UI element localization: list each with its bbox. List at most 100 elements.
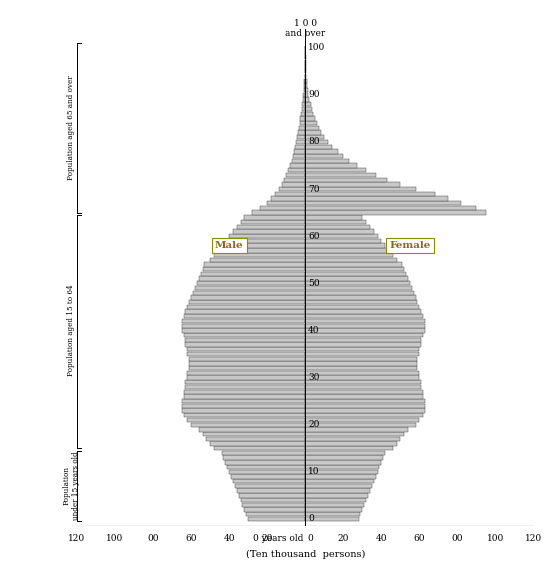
Bar	[210, 442, 305, 446]
Bar	[202, 267, 305, 271]
Bar	[305, 512, 360, 516]
Bar	[248, 517, 305, 521]
Bar	[294, 149, 305, 154]
Text: 120: 120	[68, 534, 86, 543]
Bar	[184, 390, 305, 394]
Bar	[182, 324, 305, 328]
Bar	[303, 98, 305, 102]
Bar	[305, 493, 368, 498]
Bar	[305, 168, 366, 172]
Bar	[305, 234, 377, 238]
Bar	[229, 234, 305, 238]
Bar	[184, 314, 305, 318]
Text: Population aged 65 and over: Population aged 65 and over	[67, 76, 75, 180]
Bar	[305, 432, 404, 436]
Bar	[305, 197, 448, 201]
Bar	[305, 295, 416, 299]
Text: 20: 20	[261, 534, 273, 543]
Bar	[240, 220, 305, 224]
Bar	[305, 380, 421, 384]
Bar	[305, 144, 332, 149]
Bar	[233, 229, 305, 234]
Bar	[305, 319, 425, 323]
Bar	[305, 342, 421, 347]
Bar	[185, 338, 305, 342]
Bar	[305, 192, 434, 196]
Bar	[305, 98, 310, 102]
Text: Male: Male	[215, 241, 244, 250]
Bar	[305, 324, 425, 328]
Bar	[205, 262, 305, 266]
Bar	[218, 248, 305, 253]
Bar	[305, 83, 307, 88]
Bar	[305, 281, 410, 286]
Bar	[305, 69, 306, 73]
Text: 20: 20	[308, 420, 320, 429]
Bar	[305, 258, 397, 262]
Bar	[199, 427, 305, 432]
Bar	[305, 64, 306, 69]
Bar	[185, 380, 305, 384]
Bar	[188, 375, 305, 380]
Bar	[305, 517, 359, 521]
Bar	[305, 262, 402, 266]
Text: 100: 100	[106, 534, 124, 543]
Bar	[184, 413, 305, 417]
Bar	[252, 210, 305, 215]
Bar	[305, 385, 421, 389]
Text: Population
under 15 years old: Population under 15 years old	[63, 451, 80, 520]
Bar	[305, 102, 311, 106]
Bar	[244, 215, 305, 220]
Bar	[300, 116, 305, 121]
Bar	[243, 503, 305, 507]
Bar	[288, 168, 305, 172]
Text: 0: 0	[308, 514, 314, 524]
Bar	[305, 154, 343, 158]
Bar	[302, 102, 305, 106]
Bar	[305, 366, 417, 370]
Text: 50: 50	[308, 279, 320, 288]
Text: (Ten thousand  persons): (Ten thousand persons)	[245, 550, 365, 559]
Bar	[301, 107, 305, 111]
Bar	[304, 83, 305, 88]
Bar	[202, 432, 305, 436]
Bar	[260, 206, 305, 210]
Bar	[226, 239, 305, 243]
Bar	[305, 488, 370, 493]
Text: 00: 00	[147, 534, 159, 543]
Bar	[305, 107, 312, 111]
Bar	[275, 192, 305, 196]
Text: 20: 20	[338, 534, 349, 543]
Bar	[222, 243, 305, 248]
Bar	[305, 328, 425, 332]
Bar	[305, 272, 406, 276]
Bar	[305, 498, 366, 502]
Bar	[305, 112, 313, 116]
Bar	[222, 451, 305, 455]
Bar	[305, 206, 476, 210]
Bar	[193, 291, 305, 295]
Bar	[305, 74, 306, 78]
Bar	[305, 470, 377, 474]
Bar	[305, 423, 416, 427]
Bar	[239, 493, 305, 498]
Bar	[305, 253, 393, 257]
Bar	[235, 484, 305, 488]
Bar	[305, 357, 417, 361]
Text: 100: 100	[308, 43, 326, 52]
Bar	[226, 460, 305, 465]
Bar	[223, 455, 305, 460]
Bar	[189, 366, 305, 370]
Bar	[206, 436, 305, 441]
Text: Population aged 15 to 64: Population aged 15 to 64	[67, 284, 75, 376]
Bar	[244, 507, 305, 512]
Bar	[305, 503, 364, 507]
Bar	[191, 295, 305, 299]
Text: Female: Female	[389, 241, 431, 250]
Text: 100: 100	[487, 534, 504, 543]
Text: 0 years old: 0 years old	[253, 534, 304, 543]
Bar	[305, 291, 414, 295]
Bar	[185, 385, 305, 389]
Bar	[305, 116, 315, 121]
Bar	[283, 182, 305, 187]
